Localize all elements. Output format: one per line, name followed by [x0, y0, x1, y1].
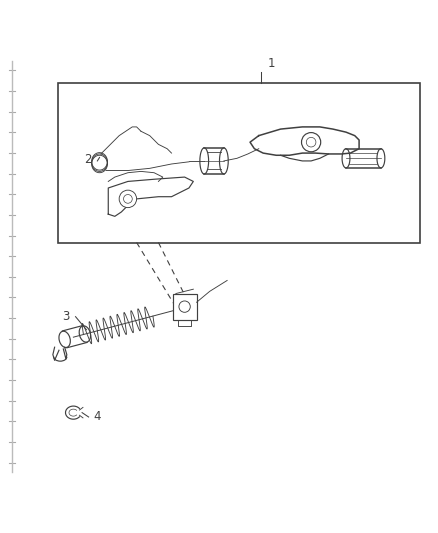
- Circle shape: [179, 301, 190, 312]
- Text: 1: 1: [267, 57, 274, 70]
- Text: 4: 4: [93, 410, 100, 424]
- Text: 2: 2: [84, 153, 92, 166]
- Bar: [172, 294, 196, 320]
- Circle shape: [301, 133, 320, 152]
- Bar: [58, 83, 419, 243]
- Text: 3: 3: [62, 310, 70, 323]
- Circle shape: [119, 190, 136, 208]
